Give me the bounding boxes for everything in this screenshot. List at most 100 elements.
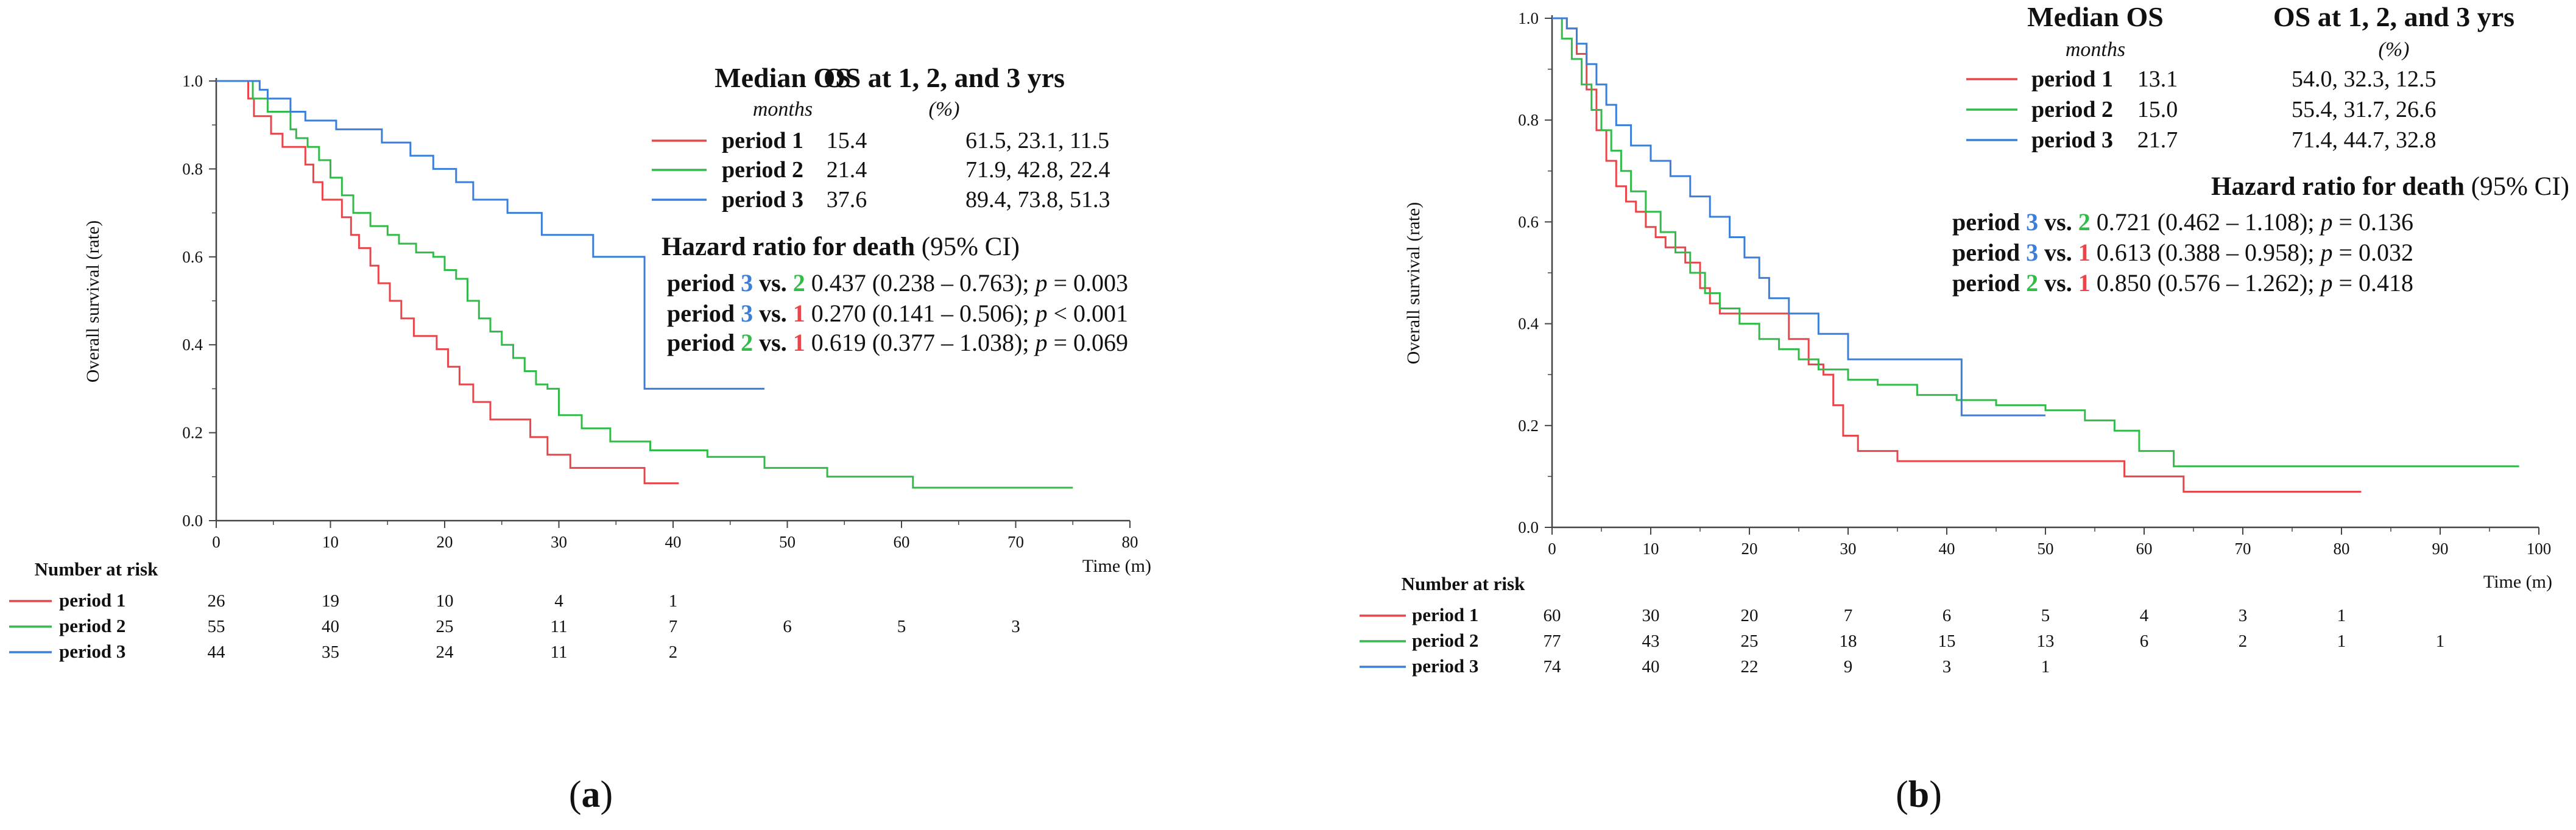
risk-count: 1 (2337, 606, 2346, 625)
risk-count: 3 (1943, 657, 1952, 677)
y-tick-label: 0.8 (182, 160, 203, 178)
hazard-period-a: 2 (741, 329, 753, 356)
hazard-vs: vs. (2038, 269, 2078, 297)
legend-series-name: period 3 (2031, 127, 2113, 153)
hazard-p-symbol: p (1033, 329, 1047, 356)
km-panel-a: 0.0 0.2 0.4 0.6 0.8 1.0 0 10 20 30 40 50 60 70 80 Overa… (9, 62, 1151, 815)
hazard-stats: 0.613 (0.388 – 0.958); (2091, 239, 2321, 266)
x-tick-label: 80 (1122, 533, 1138, 551)
hazard-row: period 3 vs. 2 0.721 (0.462 – 1.108); p … (1952, 208, 2413, 236)
legend-header-median: Median OS (715, 62, 851, 93)
y-axis-label: Overall survival (rate) (83, 220, 103, 383)
risk-count: 44 (208, 642, 226, 662)
hazard-title-bold: Hazard ratio for death (662, 233, 915, 261)
hazard-period-a: 3 (2026, 208, 2038, 236)
hazard-period-b: 2 (793, 269, 805, 297)
hazard-vs: vs. (2038, 208, 2078, 236)
risk-count: 9 (1844, 657, 1853, 677)
x-tick-label: 50 (2038, 540, 2054, 558)
risk-count: 3 (1011, 617, 1020, 636)
risk-count: 40 (322, 617, 339, 636)
caption-paren-open: ( (569, 774, 582, 815)
risk-count: 1 (669, 591, 678, 611)
hazard-vs: vs. (753, 269, 793, 297)
x-tick-label: 40 (1939, 540, 1955, 558)
risk-count: 77 (1544, 631, 1561, 651)
risk-count: 24 (436, 642, 454, 662)
hazard-period-a: 3 (741, 300, 753, 327)
x-tick-label: 10 (322, 533, 339, 551)
panel-caption: (b) (1896, 774, 1942, 815)
hazard-period-a: 2 (2026, 269, 2038, 297)
risk-count: 10 (436, 591, 454, 611)
hazard-stats: 0.850 (0.576 – 1.262); (2091, 269, 2321, 297)
risk-count: 4 (554, 591, 563, 611)
risk-row-name: period 3 (1412, 655, 1478, 677)
y-tick-label: 0.6 (1518, 213, 1539, 231)
hazard-title-rest: (95% CI) (915, 233, 1020, 261)
x-tick-label: 20 (1741, 540, 1758, 558)
x-tick-label: 30 (1840, 540, 1857, 558)
risk-count: 5 (2041, 606, 2050, 625)
hazard-period-word: period (1952, 269, 2026, 297)
legend-os-values: 61.5, 23.1, 11.5 (965, 128, 1109, 153)
y-tick-label: 0.0 (1518, 518, 1539, 536)
risk-count: 13 (2037, 631, 2055, 651)
hazard-vs: vs. (753, 329, 793, 356)
x-tick-label: 70 (2235, 540, 2251, 558)
risk-count: 6 (2140, 631, 2149, 651)
hazard-title: Hazard ratio for death (95% CI) (662, 233, 1020, 261)
risk-row-name: period 1 (1412, 604, 1478, 625)
caption-letter: a (582, 774, 601, 815)
hazard-stats: 0.721 (0.462 – 1.108); (2091, 208, 2321, 236)
legend-header-os: OS at 1, 2, and 3 yrs (824, 62, 1065, 93)
x-tick-label: 60 (2136, 540, 2153, 558)
legend-os-values: 71.9, 42.8, 22.4 (965, 157, 1110, 183)
hazard-title-bold: Hazard ratio for death (2211, 172, 2465, 201)
legend-series-name: period 3 (722, 187, 803, 213)
risk-count: 11 (551, 617, 568, 636)
x-tick-label: 60 (894, 533, 910, 551)
x-axis-label: Time (m) (2483, 572, 2552, 592)
hazard-p-symbol: p (2318, 208, 2332, 236)
y-tick-label: 1.0 (1518, 9, 1539, 27)
panel-caption: (a) (569, 774, 613, 815)
legend-series-name: period 1 (722, 128, 803, 153)
legend-series-name: period 1 (2031, 66, 2113, 92)
x-tick-label: 10 (1643, 540, 1659, 558)
risk-count: 43 (1642, 631, 1660, 651)
legend-os-values: 71.4, 44.7, 32.8 (2292, 127, 2437, 153)
hazard-p-symbol: p (1033, 300, 1047, 327)
x-tick-label: 20 (437, 533, 453, 551)
risk-count: 19 (322, 591, 339, 611)
legend-os-values: 55.4, 31.7, 26.6 (2292, 97, 2437, 122)
risk-count: 7 (1844, 606, 1853, 625)
risk-count: 6 (783, 617, 792, 636)
caption-letter: b (1908, 774, 1929, 815)
legend-subheader-months: months (753, 98, 813, 121)
risk-count: 15 (1938, 631, 1956, 651)
legend-subheader-percent: (%) (929, 98, 960, 121)
x-tick-label: 0 (1548, 540, 1556, 558)
hazard-p-value: = 0.003 (1047, 269, 1128, 297)
risk-table-title: Number at risk (1402, 573, 1525, 594)
hazard-vs: vs. (753, 300, 793, 327)
y-tick-label: 1.0 (182, 72, 203, 90)
risk-count: 40 (1642, 657, 1660, 677)
risk-row-name: period 2 (1412, 630, 1478, 651)
risk-row-name: period 3 (59, 641, 125, 662)
legend-median-value: 13.1 (2137, 66, 2178, 92)
y-tick-label: 0.4 (182, 336, 203, 354)
legend-series-name: period 2 (2031, 97, 2113, 122)
x-tick-label: 80 (2334, 540, 2350, 558)
hazard-period-word: period (667, 329, 741, 356)
survival-curve-period-1 (1552, 17, 2362, 493)
hazard-p-value: = 0.032 (2332, 239, 2413, 266)
hazard-p-value: = 0.069 (1047, 329, 1128, 356)
risk-count: 60 (1544, 606, 1561, 625)
risk-count: 1 (2337, 631, 2346, 651)
legend-median-value: 37.6 (827, 187, 867, 213)
x-tick-label: 90 (2432, 540, 2449, 558)
legend-subheader-months: months (2066, 38, 2125, 61)
